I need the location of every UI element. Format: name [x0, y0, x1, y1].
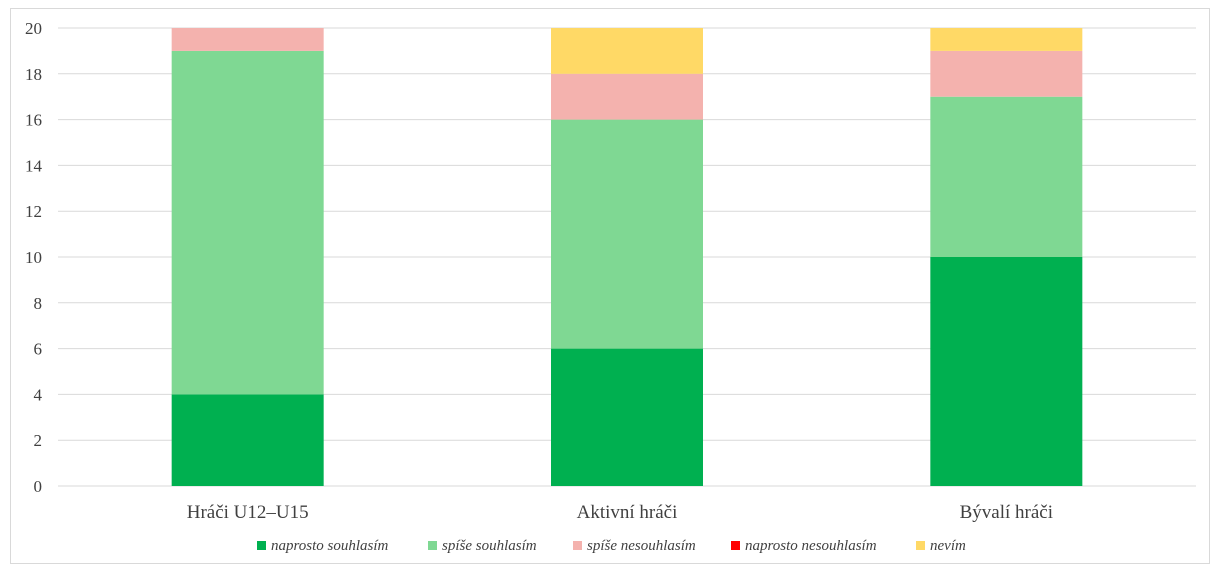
legend-item: spíše nesouhlasím: [573, 538, 696, 554]
legend-item: naprosto souhlasím: [257, 538, 389, 554]
y-tick-label: 18: [25, 65, 42, 84]
legend-swatch: [257, 541, 266, 550]
legend-label: nevím: [930, 538, 966, 554]
y-tick-label: 16: [25, 111, 42, 130]
y-tick-label: 0: [34, 477, 43, 496]
x-category-label: Aktivní hráči: [577, 502, 678, 523]
y-tick-label: 8: [34, 294, 43, 313]
y-tick-label: 6: [34, 340, 43, 359]
legend-item: spíše souhlasím: [428, 538, 537, 554]
y-tick-label: 4: [34, 385, 43, 404]
x-category-label: Hráči U12–U15: [187, 502, 309, 523]
legend-label: spíše nesouhlasím: [587, 538, 696, 554]
legend: naprosto souhlasím spíše souhlasím spíše n…: [257, 538, 966, 554]
y-tick-label: 14: [25, 156, 43, 175]
legend-swatch: [731, 541, 740, 550]
bar-segment: [930, 28, 1083, 51]
x-category-label: Bývalí hráči: [960, 502, 1053, 523]
bar-segment: [930, 50, 1083, 97]
y-tick-label: 12: [25, 202, 42, 221]
bar-segment: [171, 394, 324, 486]
y-tick-label: 10: [25, 248, 42, 267]
legend-label: naprosto souhlasím: [271, 538, 389, 554]
y-tick-label: 2: [34, 431, 43, 450]
bar-segment: [551, 119, 703, 349]
axes: 0 2 4 6 8 10 12 14 16 18 20 Hráči U12–U15 Aktivní hr…: [25, 19, 1053, 523]
legend-swatch: [428, 541, 437, 550]
bar-segment: [551, 28, 703, 74]
y-tick-label: 20: [25, 19, 42, 38]
legend-label: spíše souhlasím: [442, 538, 537, 554]
legend-label: naprosto nesouhlasím: [745, 538, 877, 554]
bar-segment: [171, 50, 324, 395]
bar-segment: [171, 28, 324, 51]
legend-swatch: [916, 541, 925, 550]
legend-item: nevím: [916, 538, 966, 554]
legend-swatch: [573, 541, 582, 550]
bar-segment: [930, 257, 1083, 486]
bar-segment: [930, 96, 1083, 257]
bars: [171, 28, 1083, 486]
bar-segment: [551, 73, 703, 120]
bar-segment: [551, 348, 703, 486]
legend-item: naprosto nesouhlasím: [731, 538, 877, 554]
